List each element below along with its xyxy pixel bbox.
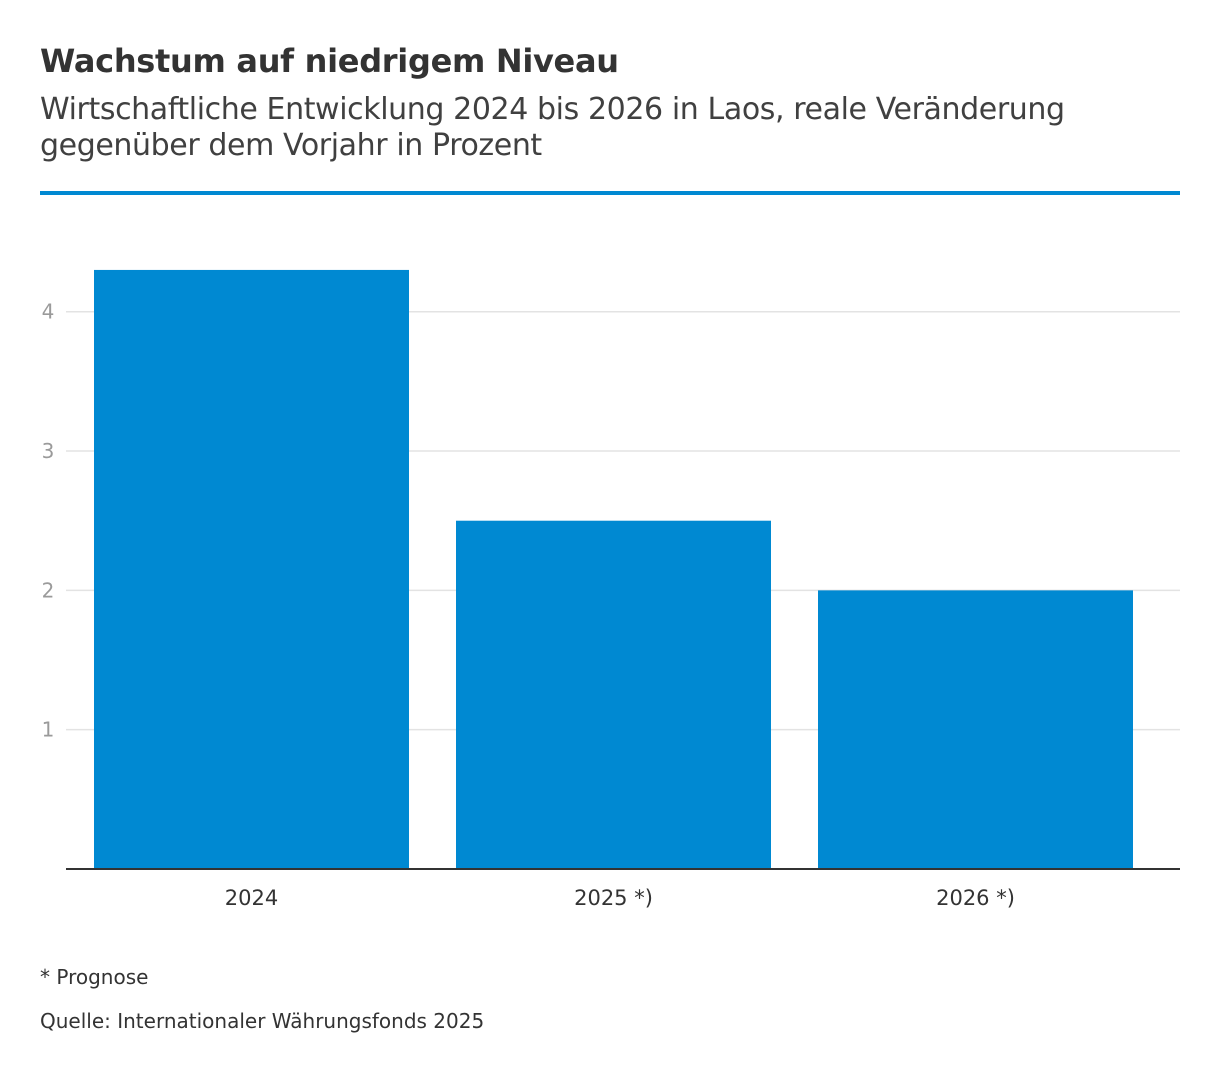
bars [94,269,1133,869]
bar-1 [94,269,409,869]
x-category-label: 2025 *) [574,886,653,910]
source-note: Quelle: Internationaler Währungsfonds 20… [40,1009,485,1033]
bar-chart: 1 2 3 4 2024 2025 *) 2026 *) [42,269,1180,910]
chart-title: Wachstum auf niedrigem Niveau [40,42,619,80]
chart-subtitle: Wirtschaftliche Entwicklung 2024 bis 202… [40,92,1065,163]
y-tick-label: 2 [42,578,55,602]
bar-3 [818,590,1133,869]
y-tick-label: 4 [42,300,55,324]
bar-2 [456,520,771,869]
x-category-label: 2026 *) [936,886,1015,910]
x-category-label: 2024 [225,886,278,910]
x-axis-labels: 2024 2025 *) 2026 *) [225,886,1015,910]
y-axis-ticks: 1 2 3 4 [42,300,55,742]
forecast-footnote: * Prognose [40,965,149,989]
title-divider [40,191,1180,195]
y-tick-label: 1 [42,718,55,742]
y-tick-label: 3 [42,439,55,463]
